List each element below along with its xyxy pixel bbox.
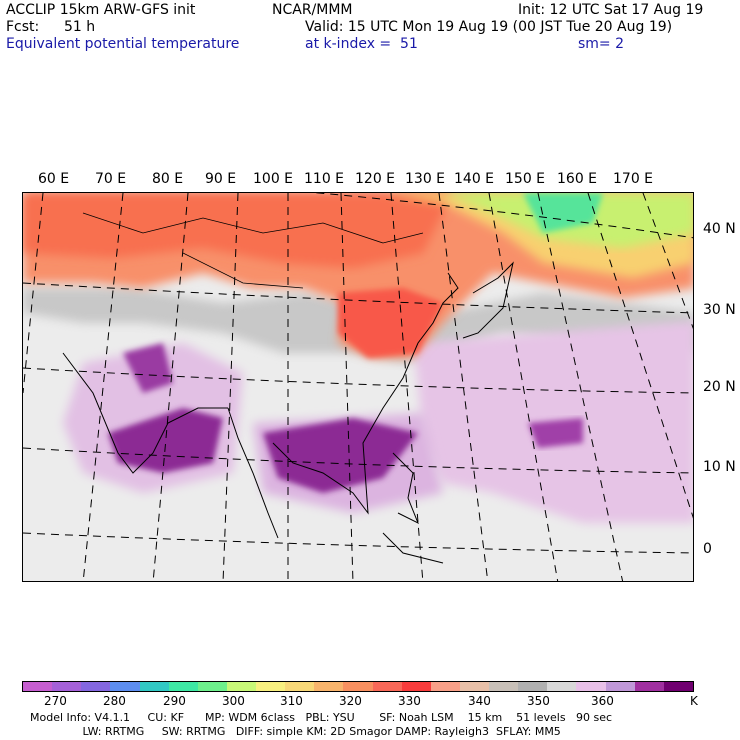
colorbar-label: 310: [280, 694, 303, 708]
lon-label: 100 E: [253, 171, 294, 187]
lon-label: 60 E: [38, 171, 70, 187]
map-canvas: [23, 193, 693, 581]
coastline: [62, 352, 228, 474]
lon-label: 120 E: [355, 171, 396, 187]
cool-core: [523, 193, 603, 233]
lon-label: 150 E: [505, 171, 546, 187]
model-info-line2: LW: RRTMG SW: RRTMG DIFF: simple KM: 2D …: [30, 725, 561, 738]
purple-core-pacific: [528, 418, 583, 448]
colorbar-swatch: [110, 682, 140, 691]
colorbar-swatch: [343, 682, 373, 691]
lon-label: 80 E: [152, 171, 184, 187]
lon-label: 70 E: [95, 171, 127, 187]
lat-label: 20 N: [703, 379, 736, 395]
colorbar-swatch: [401, 682, 431, 691]
forecast-label: Fcst:: [6, 19, 40, 35]
colorbar-label: 270: [44, 694, 67, 708]
lat-label: 10 N: [703, 459, 736, 475]
colorbar-swatch: [197, 682, 227, 691]
colorbar-swatch: [256, 682, 286, 691]
colorbar-swatch: [430, 682, 460, 691]
colorbar-swatch: [81, 682, 111, 691]
hot-core-china: [338, 288, 443, 358]
colorbar-swatch: [139, 682, 169, 691]
colorbar-label: 280: [103, 694, 126, 708]
purple-core-indochina: [263, 418, 418, 493]
org-label: NCAR/MMM: [272, 2, 353, 18]
colorbar-label: 320: [339, 694, 362, 708]
smoothing-info: sm= 2: [578, 36, 625, 52]
colorbar-swatch: [314, 682, 344, 691]
coastline: [227, 272, 459, 539]
colorbar: [22, 681, 694, 692]
colorbar-swatch: [605, 682, 635, 691]
forecast-hours: 51 h: [64, 19, 96, 35]
valid-time: Valid: 15 UTC Mon 19 Aug 19 (00 JST Tue …: [305, 19, 673, 35]
colorbar-label: 340: [468, 694, 491, 708]
model-info-line1: Model Info: V4.1.1 CU: KF MP: WDM 6class…: [30, 711, 613, 724]
colorbar-swatch: [518, 682, 548, 691]
colorbar-swatch: [634, 682, 664, 691]
field-name: Equivalent potential temperature: [6, 36, 240, 52]
lat-label: 30 N: [703, 302, 736, 318]
lat-label: 40 N: [703, 221, 736, 237]
colorbar-label: 290: [163, 694, 186, 708]
lon-label: 170 E: [613, 171, 654, 187]
colorbar-unit: K: [690, 694, 698, 708]
coastline-japan: [462, 261, 514, 339]
colorbar-swatch: [168, 682, 198, 691]
colorbar-swatch: [226, 682, 256, 691]
theta-e-map: [22, 192, 694, 582]
lon-label: 110 E: [304, 171, 345, 187]
lon-label: 160 E: [557, 171, 598, 187]
colorbar-swatch: [547, 682, 577, 691]
colorbar-label: 350: [527, 694, 550, 708]
country-borders: [82, 212, 424, 289]
colorbar-swatch: [23, 682, 53, 691]
level-info: at k-index = 51: [305, 36, 418, 52]
colorbar-swatch: [459, 682, 489, 691]
colorbar-swatch: [489, 682, 519, 691]
colorbar-swatch: [52, 682, 82, 691]
colorbar-swatch: [576, 682, 606, 691]
colorbar-label: 300: [222, 694, 245, 708]
graticule: [23, 193, 693, 581]
init-time: Init: 12 UTC Sat 17 Aug 19: [518, 2, 704, 18]
colorbar-swatch: [285, 682, 315, 691]
purple-core-india: [123, 343, 173, 393]
colorbar-label: 330: [398, 694, 421, 708]
lat-label: 0: [703, 541, 712, 557]
colorbar-swatch: [372, 682, 402, 691]
model-title: ACCLIP 15km ARW-GFS init: [6, 2, 196, 18]
colorbar-label: 360: [591, 694, 614, 708]
lon-label: 130 E: [405, 171, 446, 187]
lon-label: 140 E: [454, 171, 495, 187]
lon-label: 90 E: [205, 171, 237, 187]
hot-band: [23, 193, 453, 268]
colorbar-swatch: [663, 682, 693, 691]
